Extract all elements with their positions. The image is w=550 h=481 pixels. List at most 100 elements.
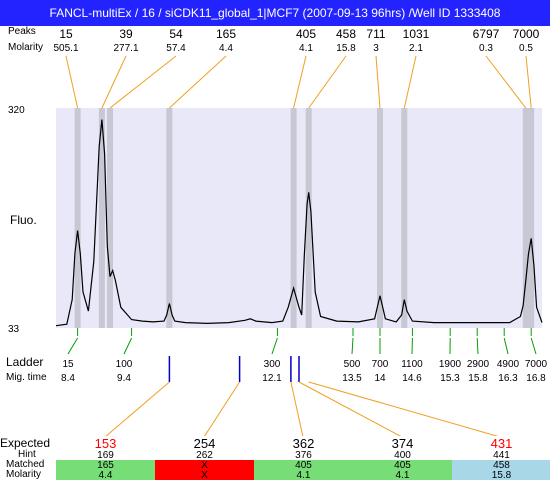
- hint-value: 441: [452, 450, 550, 460]
- ladder-size-label: 700: [372, 359, 389, 370]
- ladder-connector: [504, 338, 508, 354]
- peak-band: [166, 108, 172, 328]
- peak-molarity-label: 57.4: [166, 43, 186, 54]
- peak-leader-line: [110, 56, 176, 108]
- ladder-size-label: 1900: [439, 359, 462, 370]
- expected-row-label: Expected: [0, 437, 50, 449]
- peak-band: [401, 108, 407, 328]
- expected-leader-line: [105, 382, 169, 436]
- peaks-row-label: Peaks: [8, 26, 36, 37]
- peak-size-label: 1031: [403, 27, 430, 41]
- matched-molarity-value: 4.1: [353, 470, 452, 480]
- matched-molarity-value: 15.8: [452, 470, 550, 480]
- peak-leader-line: [376, 56, 380, 108]
- expected-leader-line: [291, 382, 303, 436]
- matched-value: 165: [56, 460, 155, 470]
- plot-area: [56, 108, 542, 328]
- peak-size-label: 15: [59, 27, 73, 41]
- matched-molarity-value: 4.4: [56, 470, 155, 480]
- peak-molarity-label: 15.8: [336, 43, 356, 54]
- electropherogram: 15505.139277.15457.41654.44054.145815.87…: [0, 0, 550, 436]
- ladder-size-label: 4900: [497, 359, 520, 370]
- matched-molarity-value: 4.1: [254, 470, 353, 480]
- hint-value: 376: [254, 450, 353, 460]
- ladder-time-label: 12.1: [262, 373, 282, 384]
- molarity-row-label: Molarity: [8, 42, 43, 53]
- peak-molarity-label: 2.1: [409, 43, 423, 54]
- expected-leader-line: [309, 382, 500, 436]
- ladder-time-label: 14: [374, 373, 386, 384]
- ladder-time-label: 15.3: [440, 373, 460, 384]
- peak-leader-line: [526, 56, 531, 108]
- expected-value: 153: [56, 437, 155, 450]
- peak-leader-line: [404, 56, 416, 108]
- expected-value: 362: [254, 437, 353, 450]
- peak-leader-line: [169, 56, 226, 108]
- ladder-size-label: 500: [344, 359, 361, 370]
- ladder-size-label: 100: [116, 359, 133, 370]
- expected-value: 431: [452, 437, 550, 450]
- expected-leader-line: [299, 382, 402, 436]
- mig-time-label: Mig. time: [6, 372, 47, 383]
- peak-molarity-label: 505.1: [53, 43, 78, 54]
- ladder-time-label: 8.4: [61, 373, 75, 384]
- ladder-time-label: 15.8: [468, 373, 488, 384]
- peak-size-label: 711: [366, 27, 385, 41]
- ladder-size-label: 15: [62, 359, 74, 370]
- molarity-table-row-label: Molarity: [6, 470, 41, 480]
- ladder-size-label: 300: [264, 359, 281, 370]
- peak-leader-line: [102, 56, 126, 108]
- y-axis-label: Fluo.: [10, 213, 37, 227]
- peak-leader-line: [309, 56, 346, 108]
- ladder-time-label: 16.3: [498, 373, 518, 384]
- peak-band: [75, 108, 81, 328]
- matched-value: 405: [353, 460, 452, 470]
- hint-value: 169: [56, 450, 155, 460]
- ladder-connector: [477, 338, 478, 354]
- peak-molarity-label: 3: [373, 43, 379, 54]
- matched-value: 458: [452, 460, 550, 470]
- matched-molarity-value: X: [155, 470, 254, 480]
- ladder-connector: [272, 338, 277, 354]
- ladder-time-label: 16.8: [526, 373, 546, 384]
- peak-size-label: 405: [296, 27, 316, 41]
- peak-band: [528, 108, 534, 328]
- peak-size-label: 7000: [513, 27, 540, 41]
- hint-value: 400: [353, 450, 452, 460]
- ladder-size-label: 2900: [467, 359, 490, 370]
- ladder-marks: 15 8.4 100 9.4 300 12.1 500 13.5 700 14 1100 14.6 19…: [61, 338, 548, 384]
- matched-value: X: [155, 460, 254, 470]
- y-max-label: 320: [8, 105, 25, 116]
- ladder-connector: [124, 338, 132, 354]
- peak-leader-line: [294, 56, 306, 108]
- peak-size-label: 165: [216, 27, 236, 41]
- expected-value: 254: [155, 437, 254, 450]
- ladder-time-label: 14.6: [402, 373, 422, 384]
- ladder-size-label: 7000: [525, 359, 548, 370]
- ladder-label: Ladder: [6, 355, 43, 369]
- ladder-connector: [531, 338, 536, 354]
- peak-leader-line: [66, 56, 78, 108]
- peak-leaders: [66, 56, 531, 108]
- expected-value: 374: [353, 437, 452, 450]
- peak-molarity-label: 0.5: [519, 43, 533, 54]
- peak-band: [107, 108, 113, 328]
- hint-value: 262: [155, 450, 254, 460]
- peak-molarity-label: 0.3: [479, 43, 493, 54]
- peak-molarity-label: 277.1: [113, 43, 138, 54]
- peak-leader-line: [486, 56, 526, 108]
- plot-ticks: [78, 328, 532, 336]
- expected-leader-line: [204, 382, 240, 436]
- peak-size-label: 39: [119, 27, 133, 41]
- peak-band: [377, 108, 383, 328]
- peak-labels: 15505.139277.15457.41654.44054.145815.87…: [53, 27, 539, 54]
- peak-size-label: 54: [169, 27, 183, 41]
- peak-size-label: 6797: [473, 27, 500, 41]
- peak-size-label: 458: [336, 27, 356, 41]
- y-min-label: 33: [8, 324, 20, 335]
- ladder-connector: [352, 338, 353, 354]
- ladder-time-label: 13.5: [342, 373, 362, 384]
- ladder-size-label: 1100: [401, 359, 423, 370]
- ladder-time-label: 9.4: [117, 373, 131, 384]
- peak-molarity-label: 4.4: [219, 43, 233, 54]
